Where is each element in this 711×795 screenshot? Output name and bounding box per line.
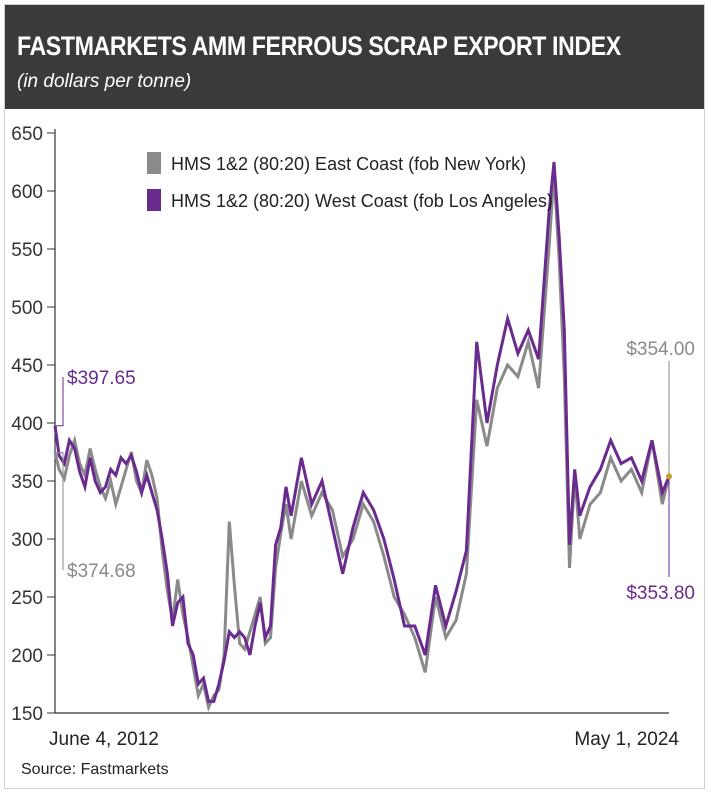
legend-swatch-west bbox=[147, 189, 161, 211]
chart-subtitle: (in dollars per tonne) bbox=[17, 71, 192, 92]
source-note: Source: Fastmarkets bbox=[21, 761, 169, 778]
y-tick-label: 450 bbox=[11, 356, 43, 377]
series-line-east bbox=[53, 173, 671, 712]
y-tick-label: 600 bbox=[11, 182, 43, 203]
chart-title: FASTMARKETS AMM FERROUS SCRAP EXPORT IND… bbox=[17, 31, 621, 61]
y-tick-label: 200 bbox=[11, 646, 43, 667]
legend-label-west: HMS 1&2 (80:20) West Coast (fob Los Ange… bbox=[171, 191, 553, 211]
y-tick-label: 650 bbox=[11, 124, 43, 145]
line-chart: 150 200 250 300 350 400 450 500 550 600 650 June 4,… bbox=[11, 124, 695, 750]
chart-frame: FASTMARKETS AMM FERROUS SCRAP EXPORT IND… bbox=[4, 4, 705, 789]
y-tick-label: 250 bbox=[11, 588, 43, 609]
legend-label-east: HMS 1&2 (80:20) East Coast (fob New York… bbox=[171, 154, 526, 174]
end-point-marker bbox=[666, 473, 672, 480]
annotation-leader-east-start bbox=[55, 451, 64, 570]
y-tick-label: 500 bbox=[11, 298, 43, 319]
y-tick-label: 150 bbox=[11, 704, 43, 725]
legend-swatch-east bbox=[147, 152, 161, 174]
series-line-west bbox=[53, 161, 671, 703]
annotation-east-end: $354.00 bbox=[626, 339, 695, 360]
x-end-label: May 1, 2024 bbox=[574, 729, 679, 750]
y-tick-label: 400 bbox=[11, 414, 43, 435]
chart-header: FASTMARKETS AMM FERROUS SCRAP EXPORT IND… bbox=[5, 5, 704, 109]
y-tick-label: 550 bbox=[11, 240, 43, 261]
y-tick-label: 350 bbox=[11, 472, 43, 493]
annotation-west-start: $397.65 bbox=[67, 368, 136, 389]
annotation-leader-west-start bbox=[55, 377, 64, 427]
x-start-label: June 4, 2012 bbox=[49, 729, 159, 750]
y-tick-label: 300 bbox=[11, 530, 43, 551]
annotation-west-end: $353.80 bbox=[626, 583, 695, 604]
annotation-east-start: $374.68 bbox=[67, 561, 136, 582]
